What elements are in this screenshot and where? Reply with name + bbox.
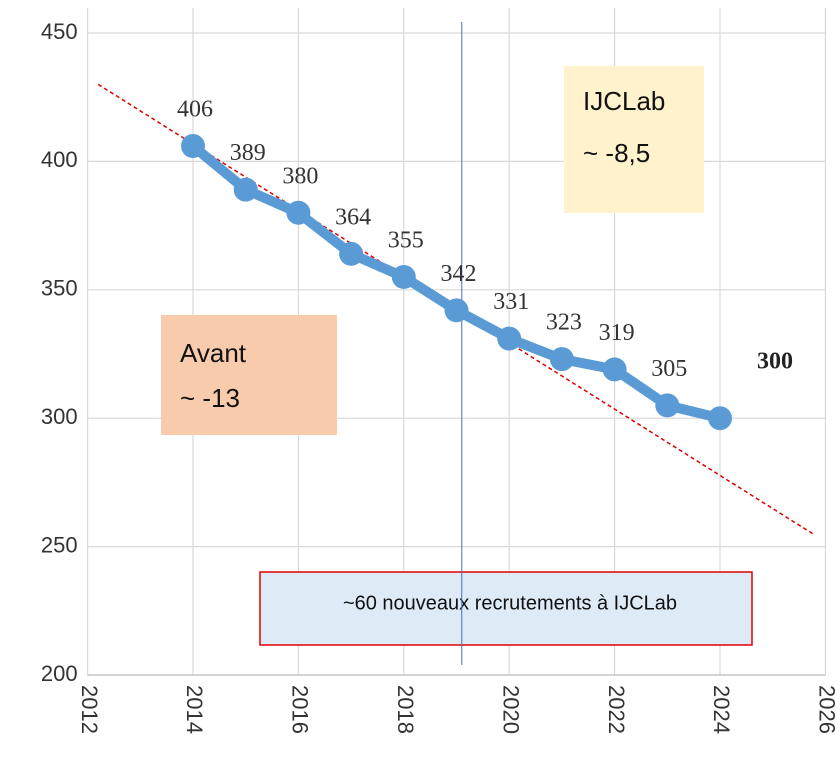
annotation-text: ~60 nouveaux recrutements à IJCLab [343, 592, 677, 614]
data-label: 331 [493, 289, 529, 315]
data-label: 342 [441, 261, 477, 287]
annotation-box [161, 315, 337, 435]
point [181, 133, 205, 158]
y-tick-label: 450 [41, 19, 78, 44]
point [286, 200, 311, 225]
y-tick-label: 350 [41, 276, 78, 301]
data-label: 406 [177, 96, 213, 122]
annotation-text: ~ -8,5 [583, 138, 650, 168]
annotation-box [564, 66, 704, 213]
data-label: 323 [546, 310, 582, 336]
x-tick-label: 2016 [288, 685, 313, 734]
point [655, 393, 680, 418]
point [549, 347, 574, 372]
point [339, 241, 364, 266]
annotation-text: IJCLab [583, 86, 665, 116]
data-label: 389 [230, 140, 266, 166]
x-tick-label: 2026 [815, 685, 836, 734]
y-tick-label: 200 [41, 661, 78, 686]
data-label: 300 [757, 349, 793, 375]
data-label: 364 [335, 204, 371, 230]
point [497, 326, 522, 351]
x-tick-label: 2024 [709, 685, 734, 734]
x-tick-label: 2022 [604, 685, 629, 734]
data-label: 319 [599, 320, 635, 346]
y-tick-label: 250 [41, 532, 78, 557]
data-label: 380 [282, 163, 318, 189]
x-tick-label: 2018 [393, 685, 418, 734]
annotation-text: ~ -13 [180, 383, 240, 413]
point [602, 357, 627, 382]
annotation-text: Avant [180, 338, 247, 368]
point [233, 177, 258, 202]
point [391, 264, 416, 289]
point [444, 298, 469, 323]
point [708, 406, 732, 431]
y-tick-label: 300 [41, 404, 78, 429]
x-tick-label: 2012 [77, 685, 102, 734]
data-label: 355 [388, 227, 424, 253]
data-label: 305 [651, 356, 687, 382]
y-tick-label: 400 [41, 147, 78, 172]
annotation-box [259, 571, 753, 646]
x-tick-label: 2020 [498, 685, 523, 734]
x-tick-label: 2014 [182, 685, 207, 734]
